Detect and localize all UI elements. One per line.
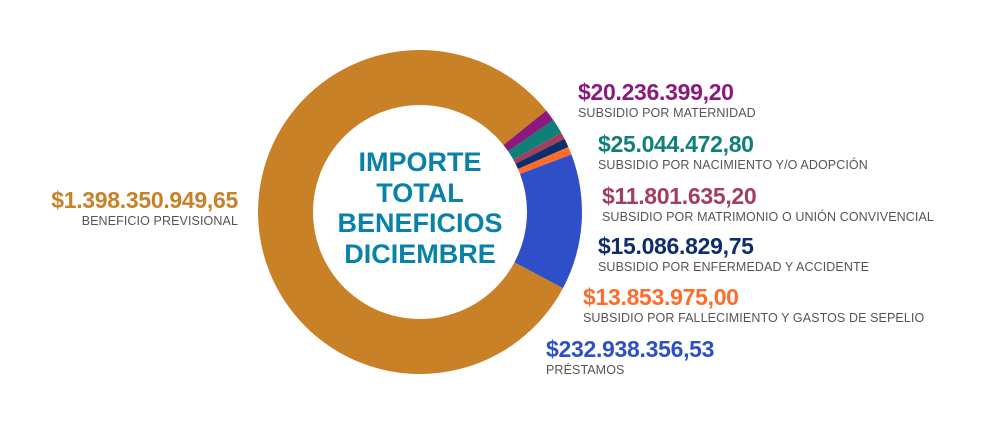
slice-nacimiento [508, 120, 562, 160]
value-label: $232.938.356,53 [546, 336, 715, 362]
title-line: BENEFICIOS [337, 208, 503, 238]
title-line: DICIEMBRE [344, 238, 496, 269]
data-label-beneficio: $1.398.350.949,65 BENEFICIO PREVISIONAL [51, 187, 238, 229]
data-label-prestamos: $232.938.356,53 PRÉSTAMOS [546, 336, 714, 378]
data-label-nacimiento: $25.044.472,80 SUBSIDIO POR NACIMIENTO Y… [598, 131, 868, 173]
slice-fallecimiento [517, 146, 572, 175]
slice-beneficio [257, 50, 563, 375]
slice-prestamos [514, 154, 582, 289]
chart-title: IMPORTE TOTAL BENEFICIOS DICIEMBRE [320, 147, 520, 269]
category-label: SUBSIDIO POR ENFERMEDAD Y ACCIDENTE [598, 260, 870, 274]
title-line: TOTAL [376, 177, 464, 208]
data-label-matrimonio: $11.801.635,20 SUBSIDIO POR MATRIMONIO O… [602, 183, 934, 225]
value-label: $25.044.472,80 [598, 131, 754, 157]
category-label: SUBSIDIO POR NACIMIENTO Y/O ADOPCIÓN [598, 158, 868, 172]
category-label: BENEFICIO PREVISIONAL [81, 214, 238, 228]
slice-enfermedad [515, 138, 569, 170]
title-line: IMPORTE [358, 147, 482, 177]
data-label-enfermedad: $15.086.829,75 SUBSIDIO POR ENFERMEDAD Y… [598, 233, 869, 275]
value-label: $20.236.399,20 [578, 79, 734, 105]
value-label: $13.853.975,00 [583, 284, 739, 310]
category-label: SUBSIDIO POR MATERNIDAD [578, 106, 756, 120]
category-label: SUBSIDIO POR MATRIMONIO O UNIÓN CONVIVEN… [602, 210, 934, 224]
slice-maternidad [503, 110, 554, 152]
value-label: $1.398.350.949,65 [51, 187, 238, 213]
value-label: $15.086.829,75 [598, 233, 754, 259]
category-label: SUBSIDIO POR FALLECIMIENTO Y GASTOS DE S… [583, 311, 925, 325]
slice-matrimonio [513, 132, 565, 164]
value-label: $11.801.635,20 [602, 183, 757, 209]
data-label-maternidad: $20.236.399,20 SUBSIDIO POR MATERNIDAD [578, 79, 756, 121]
category-label: PRÉSTAMOS [546, 363, 625, 377]
data-label-fallecimiento: $13.853.975,00 SUBSIDIO POR FALLECIMIENT… [583, 284, 924, 326]
